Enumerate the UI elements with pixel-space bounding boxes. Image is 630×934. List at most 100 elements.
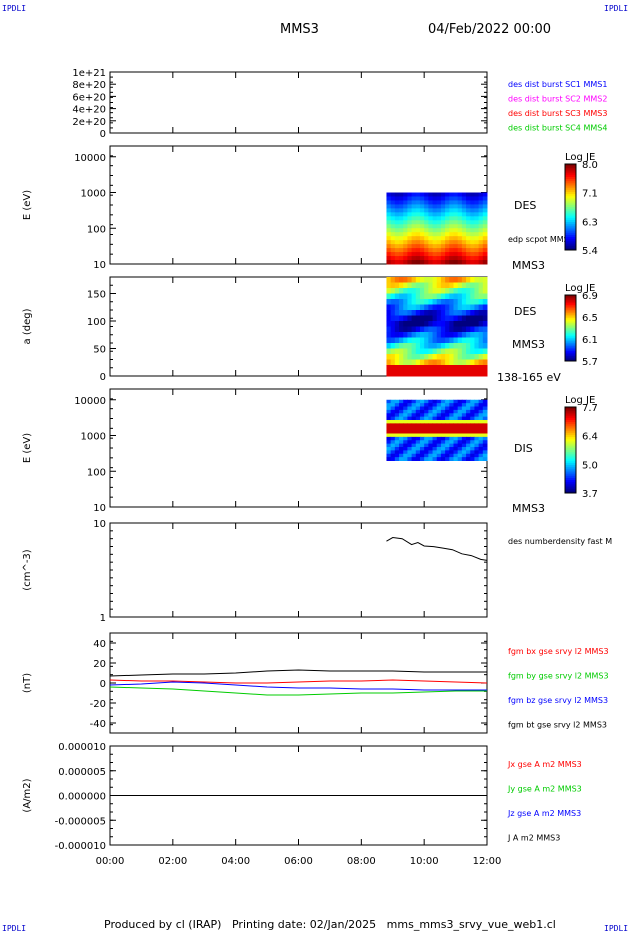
p3-heat-cell [445, 332, 450, 338]
p3-heat-cell [415, 348, 421, 355]
p2-heat-cell [466, 244, 471, 249]
p3-heat-cell [461, 348, 467, 355]
p3-heat-cell [461, 321, 467, 327]
p4-heat-cell [386, 413, 392, 418]
p3-colorbar-cell [565, 339, 576, 342]
p2-ylabel: E (eV) [22, 190, 33, 220]
p2-heat-cell [386, 260, 392, 265]
p4-heat-cell [386, 420, 392, 424]
p4-heat-cell [440, 399, 446, 404]
p3-colorbar-cell [565, 323, 576, 326]
p2-heat-cell [394, 236, 400, 241]
p2-heat-cell [424, 224, 429, 229]
p3-colorbar-tick: 6.9 [582, 291, 598, 302]
p4-heat-cell [419, 433, 425, 438]
p2-heat-cell [445, 252, 450, 257]
p4-heat-cell [482, 409, 488, 414]
p2-heat-cell [436, 236, 442, 241]
p3-heat-cell [399, 293, 404, 300]
p3-heat-cell [466, 370, 471, 377]
p4-heat-cell [399, 416, 404, 421]
p4-colorbar-cell [565, 488, 576, 492]
p3-colorbar-cell [565, 352, 576, 355]
p4-colorbar-cell [565, 480, 576, 483]
p3-heat-cell [432, 310, 438, 316]
p4-heat-cell [390, 443, 396, 448]
p3-heat-cell [470, 354, 475, 360]
p2-heat-cell [474, 212, 480, 217]
p4-heat-cell [407, 440, 413, 445]
p2-colorbar-cell [565, 247, 576, 251]
p3-label: DES [514, 305, 536, 318]
p2-heat-cell [470, 260, 475, 265]
p4-heat-cell [419, 399, 425, 404]
p4-heat-cell [432, 416, 438, 421]
p4-heat-cell [428, 409, 434, 414]
p4-ylabel: E (eV) [22, 433, 33, 463]
p4-heat-cell [470, 420, 475, 424]
p2-heat-cell [466, 212, 471, 217]
p3-heat-cell [403, 365, 408, 371]
p4-heat-cell [411, 440, 417, 445]
p2-heat-cell [440, 252, 446, 257]
p5-frame [109, 522, 488, 618]
p3-heat-cell [424, 359, 429, 366]
p4-heat-cell [445, 446, 450, 451]
p4-heat-cell [453, 457, 459, 461]
p2-heat-cell [457, 232, 463, 237]
p4-heat-cell [432, 399, 438, 404]
p3-heat-cell [411, 288, 417, 294]
p4-colorbar-cell [565, 424, 576, 427]
p2-heat-cell [440, 260, 446, 265]
p7-legend-entry: J A m2 MMS3 [507, 834, 560, 843]
p3-colorbar-cell [565, 354, 576, 357]
p4-heat-cell [424, 446, 429, 451]
p4-heat-cell [428, 426, 434, 431]
p2-heat-cell [407, 248, 413, 253]
p4-colorbar-cell [565, 407, 576, 410]
p4-heat-cell [432, 450, 438, 455]
p4-heat-cell [436, 450, 442, 455]
p2-heat-cell [461, 216, 467, 221]
p3-heat-cell [466, 326, 471, 333]
p3-heat-cell [424, 348, 429, 355]
p3-heat-cell [449, 348, 454, 355]
footer-printed: Printing date: 02/Jan/2025 [231, 918, 377, 931]
p3-heat-cell [403, 277, 408, 283]
p2-heat-cell [440, 256, 446, 261]
p4-heat-cell [466, 399, 471, 404]
p3-heat-cell [440, 299, 446, 305]
p3-heat-cell [440, 310, 446, 316]
p4-heat-cell [478, 433, 484, 438]
p4-heat-cell [428, 416, 434, 421]
p4-heat-cell [457, 403, 463, 408]
p2-heat-cell [411, 220, 417, 225]
p2-heat-cell [478, 232, 484, 237]
p2-heat-cell [415, 220, 421, 225]
p2-heat-cell [445, 256, 450, 261]
p4-heat-cell [390, 446, 396, 451]
p2-colorbar-frame [564, 163, 577, 251]
p3-heat-cell [407, 354, 413, 360]
p4-heat-cell [470, 430, 475, 435]
p2-heat-cell [386, 200, 392, 205]
p4-heat-cell [453, 436, 459, 441]
p2-heat-cell [419, 244, 425, 249]
p3-colorbar-cell [565, 342, 576, 345]
p4-heat-cell [386, 403, 392, 408]
p4-heat-cell [470, 409, 475, 414]
p2-heat-cell [457, 244, 463, 249]
p4-heat-cell [482, 453, 488, 458]
p5-ylabel: (cm^-3) [22, 549, 33, 590]
p3-heat-cell [403, 282, 408, 289]
p3-heat-cell [419, 359, 425, 366]
p4-heat-cell [440, 436, 446, 441]
p2-heat-cell [461, 236, 467, 241]
p3-colorbar-cell [565, 303, 576, 306]
p4-heat-cell [419, 446, 425, 451]
p2-heat-cell [445, 224, 450, 229]
p3-heat-cell [445, 310, 450, 316]
p4-heat-cell [428, 440, 434, 445]
p4-heat-cell [399, 426, 404, 431]
p4-heat-cell [466, 403, 471, 408]
